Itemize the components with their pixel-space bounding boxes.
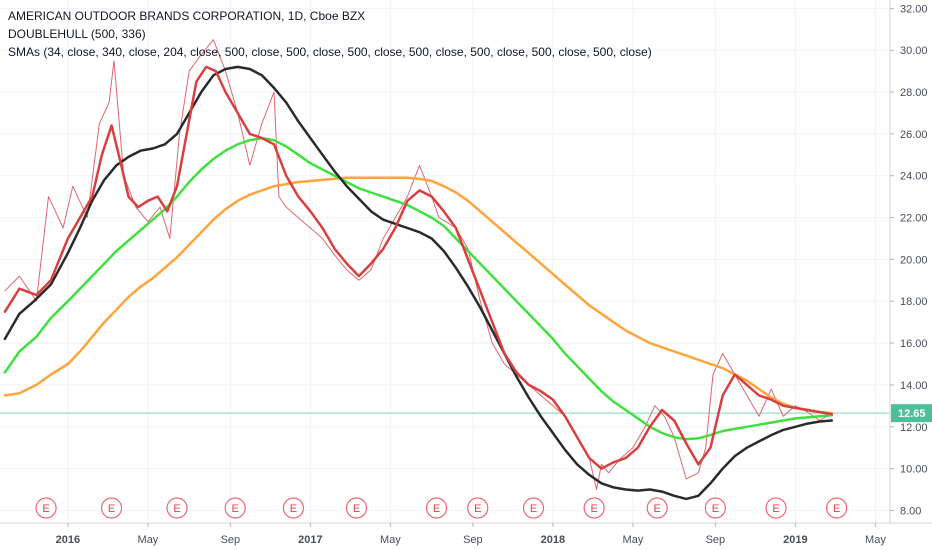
earnings-marker-label: E: [433, 503, 440, 515]
x-tick-label: Sep: [463, 534, 483, 546]
price-axis[interactable]: 8.00 10.00 12.00 14.00 16.00 18.00 20.00 22.00 2…: [890, 3, 928, 517]
earnings-marker: [224, 497, 246, 519]
last-price-label: 12.65: [891, 404, 932, 423]
x-tick-label: May: [380, 534, 401, 546]
last-price-badge: [891, 404, 932, 423]
earnings-marker: [425, 497, 448, 519]
chart-title: AMERICAN OUTDOOR BRANDS CORPORATION, 1D,…: [8, 9, 366, 23]
earnings-marker: [765, 497, 787, 519]
earnings-marker-label: E: [42, 503, 49, 515]
earnings-marker-label: E: [772, 503, 779, 515]
x-tick-label: May: [865, 534, 886, 546]
earnings-marker: [35, 497, 57, 519]
earnings-marker-label: E: [290, 503, 297, 515]
y-tick-label: 16.00: [900, 338, 928, 350]
x-tick-label: 2019: [783, 534, 807, 546]
earnings-marker: [826, 497, 848, 519]
y-tick-label: 8.00: [900, 505, 921, 517]
grid: [0, 0, 890, 523]
indicator-doublehull[interactable]: DOUBLEHULL (500, 336): [8, 27, 146, 41]
y-tick-label: 24.00: [900, 171, 928, 183]
earnings-marker-label: E: [712, 503, 719, 515]
earnings-marker-label: E: [173, 503, 180, 515]
earnings-marker: [100, 497, 123, 519]
x-tick-label: May: [623, 534, 644, 546]
x-tick-label: May: [138, 534, 159, 546]
x-tick-label: Sep: [221, 534, 241, 546]
y-tick-label: 22.00: [900, 213, 928, 225]
y-tick-label: 14.00: [900, 380, 928, 392]
y-tick-label: 28.00: [900, 87, 928, 99]
earnings-marker: [583, 497, 605, 519]
y-tick-label: 32.00: [900, 3, 928, 15]
y-tick-label: 20.00: [900, 254, 928, 266]
earnings-marker-label: E: [353, 503, 360, 515]
series-line-sma340: [3, 176, 834, 415]
earnings-marker-label: E: [654, 503, 661, 515]
x-tick-label: 2016: [56, 534, 80, 546]
earnings-marker-label: E: [530, 503, 537, 515]
earnings-marker-label: E: [474, 503, 481, 515]
earnings-marker-label: E: [232, 503, 239, 515]
x-tick-label: 2017: [298, 534, 322, 546]
earnings-marker: [646, 497, 668, 519]
earnings-marker: [166, 497, 188, 519]
price-axis-bg: [890, 0, 932, 550]
last-price-text: 12.65: [898, 408, 926, 420]
y-tick-label: 26.00: [900, 129, 928, 141]
indicator-smas[interactable]: SMAs (34, close, 340, close, 204, close,…: [8, 45, 652, 59]
earnings-marker-label: E: [108, 503, 115, 515]
series-line-price: [4, 39, 833, 490]
earnings-marker-label: E: [833, 503, 840, 515]
earnings-marker-label: E: [590, 503, 597, 515]
series-line-sma204: [3, 136, 834, 441]
earnings-marker: [704, 497, 726, 519]
earnings-marker: [282, 497, 305, 519]
earnings-marker: [522, 497, 545, 519]
y-tick-label: 18.00: [900, 296, 928, 308]
time-axis[interactable]: 2016 May Sep 2017 May Sep 2018 May Sep 2019 May: [56, 523, 887, 546]
series-lines: [3, 39, 834, 501]
series-line-doublehull: [3, 65, 834, 501]
earnings-marker: [345, 497, 368, 519]
y-tick-label: 12.00: [900, 422, 928, 434]
earnings-marker: [467, 497, 489, 519]
x-tick-label: Sep: [706, 534, 726, 546]
series-line-sma34: [3, 65, 834, 470]
x-tick-label: 2018: [541, 534, 565, 546]
y-tick-label: 30.00: [900, 45, 928, 57]
y-tick-label: 10.00: [900, 464, 928, 476]
